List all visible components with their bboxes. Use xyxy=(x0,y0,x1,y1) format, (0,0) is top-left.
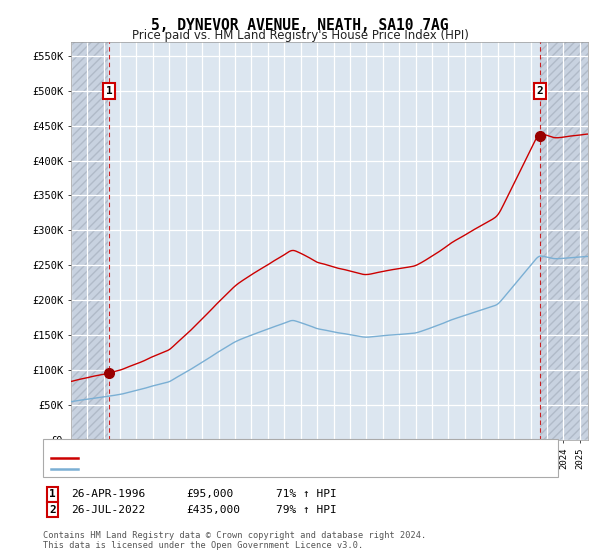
Text: 2: 2 xyxy=(49,505,56,515)
Text: Price paid vs. HM Land Registry's House Price Index (HPI): Price paid vs. HM Land Registry's House … xyxy=(131,29,469,42)
Text: 5, DYNEVOR AVENUE, NEATH, SA10 7AG: 5, DYNEVOR AVENUE, NEATH, SA10 7AG xyxy=(151,18,449,33)
Text: HPI: Average price, detached house, Neath Port Talbot: HPI: Average price, detached house, Neat… xyxy=(81,464,399,474)
Text: £95,000: £95,000 xyxy=(186,489,233,500)
Text: 71% ↑ HPI: 71% ↑ HPI xyxy=(276,489,337,500)
Text: 26-APR-1996: 26-APR-1996 xyxy=(71,489,145,500)
Text: 5, DYNEVOR AVENUE, NEATH, SA10 7AG (detached house): 5, DYNEVOR AVENUE, NEATH, SA10 7AG (deta… xyxy=(81,452,387,463)
Text: £435,000: £435,000 xyxy=(186,505,240,515)
Text: 1: 1 xyxy=(106,86,112,96)
Text: Contains HM Land Registry data © Crown copyright and database right 2024.
This d: Contains HM Land Registry data © Crown c… xyxy=(43,531,427,550)
Text: 1: 1 xyxy=(49,489,56,500)
Text: 79% ↑ HPI: 79% ↑ HPI xyxy=(276,505,337,515)
Text: 2: 2 xyxy=(536,86,543,96)
Text: 26-JUL-2022: 26-JUL-2022 xyxy=(71,505,145,515)
